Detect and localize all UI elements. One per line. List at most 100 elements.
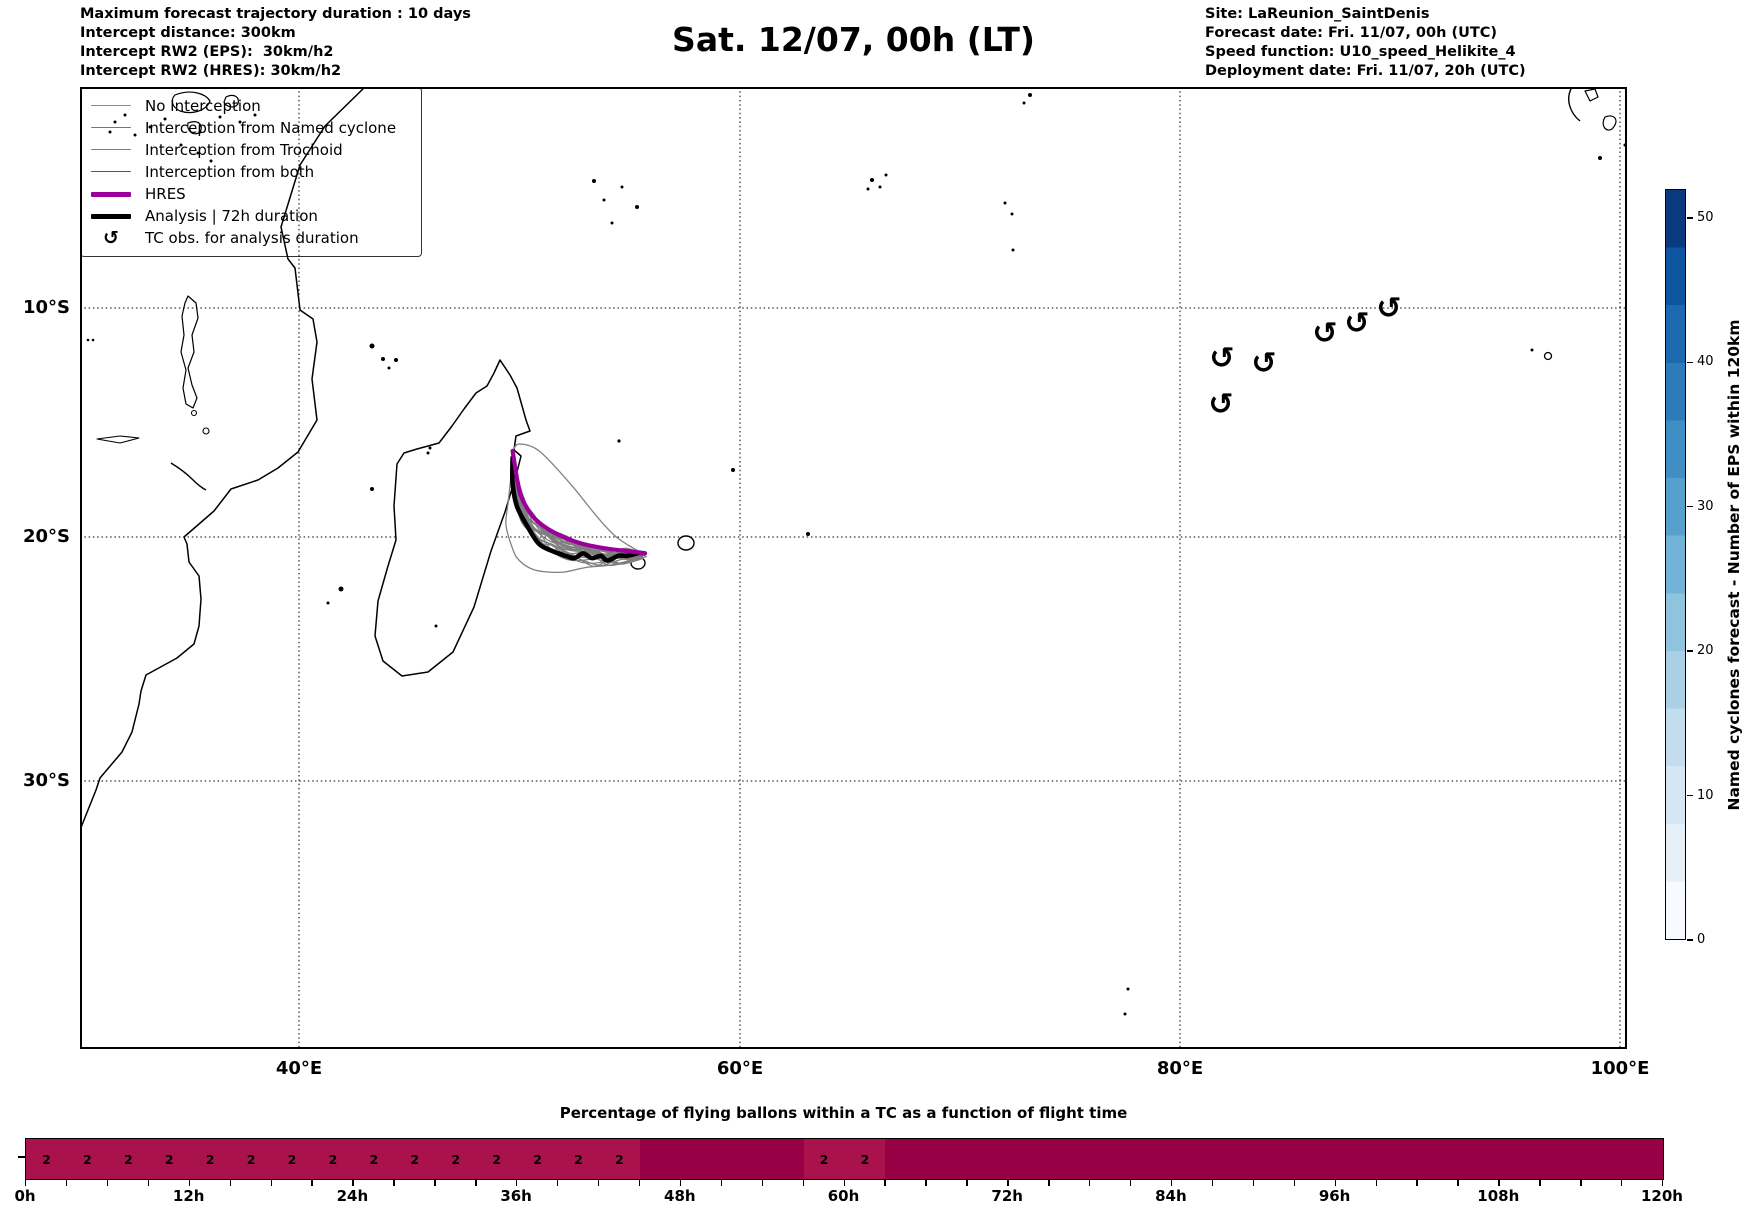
strip-bin (1336, 1139, 1377, 1179)
islet-dot (731, 468, 735, 472)
strip-tick (189, 1180, 190, 1186)
strip-tick (762, 1180, 763, 1186)
strip-bin-value: 2 (200, 1152, 220, 1166)
strip-tick (434, 1180, 435, 1186)
river-line (171, 463, 206, 490)
strip-tick (311, 1180, 312, 1186)
strip-bin-value: 2 (36, 1152, 56, 1166)
islet-dot (180, 144, 183, 147)
strip-tick-label: 48h (650, 1187, 710, 1205)
tc-observation-icon: ↺ (1209, 341, 1234, 376)
info-line: Intercept RW2 (HRES): 30km/h2 (80, 62, 471, 81)
strip-tick (680, 1180, 681, 1186)
strip-tick (1335, 1180, 1336, 1186)
strip-tick (721, 1180, 722, 1186)
info-line: Speed function: U10_speed_Helikite_4 (1205, 43, 1526, 62)
x-tick-label: 100°E (1575, 1058, 1665, 1079)
strip-bin (1540, 1139, 1581, 1179)
strip-tick (148, 1180, 149, 1186)
strip-bin (1049, 1139, 1090, 1179)
x-tick-label: 80°E (1135, 1058, 1225, 1079)
strip-bin (1213, 1139, 1254, 1179)
lake-outline (97, 436, 139, 443)
islet-dot (1012, 249, 1015, 252)
ensemble-trajectory (513, 454, 645, 555)
islet-dot (92, 339, 95, 342)
colorbar-tick-label: 40 (1697, 354, 1714, 369)
strip-bin (763, 1139, 804, 1179)
islet-dot (867, 188, 870, 191)
strip-tick (844, 1180, 845, 1186)
islet-dot (87, 339, 90, 342)
info-line: Site: LaReunion_SaintDenis (1205, 5, 1526, 24)
islet-dot (394, 358, 398, 362)
tc-observation-icon: ↺ (1251, 346, 1276, 381)
tc-observation-icon: ↺ (1376, 291, 1401, 326)
strip-tick (516, 1180, 517, 1186)
island-outline (172, 92, 210, 112)
strip-tick (1662, 1180, 1663, 1186)
strip-bin-value: 2 (814, 1152, 834, 1166)
island-outline (1545, 353, 1552, 360)
strip-bin-value: 2 (487, 1152, 507, 1166)
islet-dot (219, 116, 222, 119)
strip-tick (230, 1180, 231, 1186)
strip-bin (885, 1139, 926, 1179)
strip-bin (1458, 1139, 1499, 1179)
strip-bin-value: 2 (405, 1152, 425, 1166)
y-tick-label: 30°S (0, 770, 70, 791)
islet-dot (114, 121, 117, 124)
islet-dot (806, 532, 810, 536)
colorbar-tick-label: 50 (1697, 210, 1714, 225)
strip-bin-value: 2 (323, 1152, 343, 1166)
strip-tick (803, 1180, 804, 1186)
strip-tick (1539, 1180, 1540, 1186)
islet-dot (870, 178, 874, 182)
islet-dot (370, 487, 374, 491)
strip-tick (1171, 1180, 1172, 1186)
strip-y-tick (18, 1156, 25, 1158)
lake-outline (192, 411, 197, 416)
strip-tick (1130, 1180, 1131, 1186)
islet-dot (879, 186, 882, 189)
strip-bin-value: 2 (282, 1152, 302, 1166)
strip-tick (352, 1180, 353, 1186)
islet-dot (635, 205, 639, 209)
strip-bin (926, 1139, 967, 1179)
strip-tick (639, 1180, 640, 1186)
islet-dot (109, 131, 112, 134)
colorbar-tick-label: 30 (1697, 499, 1714, 514)
strip-tick (1621, 1180, 1622, 1186)
strip-tick (1376, 1180, 1377, 1186)
islet-dot (429, 447, 432, 450)
islet-dot (134, 134, 137, 137)
islet-dot (164, 118, 167, 121)
islet-dot (388, 367, 391, 370)
map-svg: ↺↺↺↺↺↺ (80, 87, 1627, 1049)
strip-tick-label: 96h (1305, 1187, 1365, 1205)
strip-bin-value: 2 (241, 1152, 261, 1166)
y-tick-label: 20°S (0, 526, 70, 547)
strip-bin (640, 1139, 681, 1179)
strip-tick-label: 0h (0, 1187, 55, 1205)
strip-tick-label: 24h (322, 1187, 382, 1205)
island-outline (224, 95, 238, 106)
strip-tick-label: 108h (1468, 1187, 1528, 1205)
islet-dot (1004, 202, 1007, 205)
islet-dot (239, 121, 242, 124)
tc-observation-icon: ↺ (1208, 387, 1233, 422)
strip-tick (475, 1180, 476, 1186)
islet-dot (435, 625, 438, 628)
strip-bin (1254, 1139, 1295, 1179)
strip-bin-value: 2 (364, 1152, 384, 1166)
strip-bin (1172, 1139, 1213, 1179)
colorbar (1665, 189, 1686, 940)
strip-bin (967, 1139, 1008, 1179)
strip-tick (1048, 1180, 1049, 1186)
strip-tick (1212, 1180, 1213, 1186)
strip-bin-value: 2 (528, 1152, 548, 1166)
strip-bin (1499, 1139, 1540, 1179)
strip-tick (1498, 1180, 1499, 1186)
colorbar-tick-label: 0 (1697, 932, 1705, 947)
strip-tick (925, 1180, 926, 1186)
